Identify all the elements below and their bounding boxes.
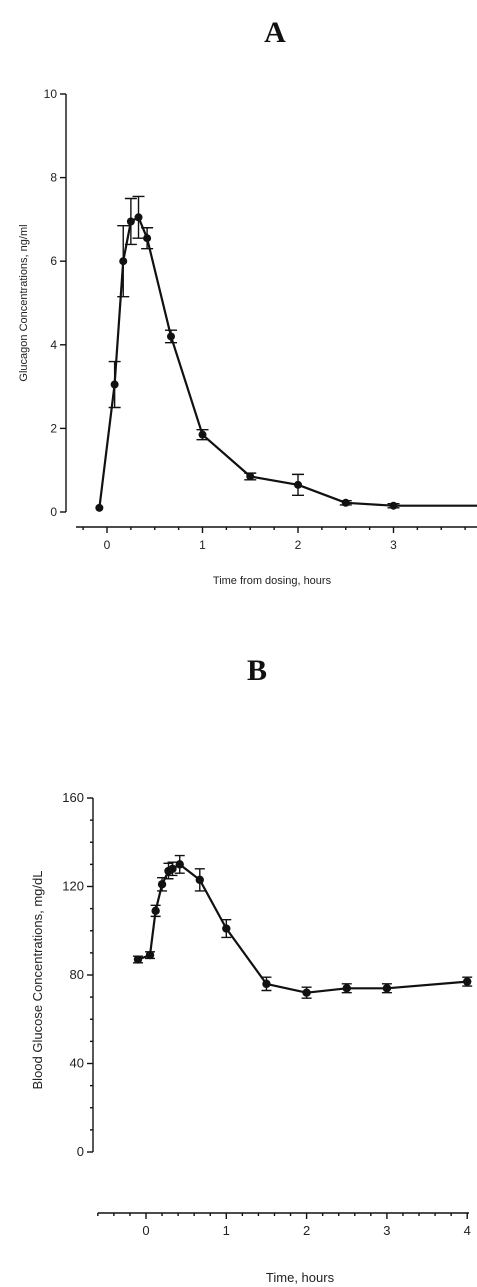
- panel-a-series-line: [98, 216, 477, 508]
- panel-b-data-point: [222, 924, 231, 933]
- panel-b-y-tick-label: 80: [70, 967, 84, 982]
- panel-a-label: A: [264, 16, 286, 49]
- panel-a-x-tick-label: 2: [295, 538, 302, 552]
- panel-a-data-point: [166, 332, 175, 341]
- panel-b-data-point: [302, 988, 311, 997]
- panel-b-data-point: [262, 979, 271, 989]
- panel-b-data-point: [195, 875, 205, 885]
- panel-b-y-tick-label: 40: [70, 1056, 84, 1071]
- panel-b-x-tick-label: 1: [223, 1223, 230, 1238]
- panel-b-x-tick-label: 2: [303, 1223, 310, 1238]
- panel-a-data-point: [119, 257, 128, 266]
- panel-b-data-point: [157, 880, 167, 889]
- panel-b-x-tick-label: 0: [142, 1223, 149, 1238]
- panel-b-y-tick-label: 160: [62, 790, 84, 805]
- panel-a-y-tick-label: 6: [50, 254, 57, 268]
- panel-b-y-tick-label: 120: [62, 879, 84, 894]
- panel-b-data-point: [175, 860, 184, 869]
- panel-b-y-axis-title: Blood Glucose Concentrations, mg/dL: [30, 871, 45, 1090]
- panel-b-data-point: [463, 977, 472, 986]
- panel-a-data-point: [143, 234, 152, 243]
- panel-b-data-point: [145, 950, 155, 960]
- panel-a-y-tick-label: 2: [50, 421, 57, 435]
- panel-a-y-axis-title: Glucagon Concentrations, ng/ml: [18, 224, 30, 381]
- panel-b-data-point: [382, 984, 392, 993]
- panel-a-y-tick-label: 4: [50, 338, 57, 352]
- panel-a-marks: [95, 195, 477, 512]
- panel-b-label: B: [247, 654, 267, 687]
- panel-a-axes: 0 2 4 6 8 10 0 1 2 3: [44, 87, 477, 552]
- panel-a-data-point: [341, 498, 350, 507]
- panel-a-y-tick-label: 10: [44, 87, 58, 101]
- panel-b-data-point: [168, 864, 177, 873]
- panel-a-data-point: [294, 480, 302, 489]
- panel-b-data-point: [151, 906, 160, 916]
- panel-b-x-axis-title: Time, hours: [266, 1270, 335, 1285]
- panel-a-data-point: [389, 501, 398, 510]
- panel-a-data-point: [246, 472, 255, 481]
- panel-a-x-tick-label: 0: [104, 538, 111, 552]
- panel-b-marks: [132, 854, 473, 999]
- panel-a-data-point: [134, 213, 143, 222]
- panel-a-x-tick-label: 3: [390, 538, 397, 552]
- panel-a-y-tick-label: 8: [50, 171, 57, 185]
- panel-b-series-line: [137, 863, 468, 994]
- panel-a-data-point: [110, 380, 119, 389]
- panel-a-data-point: [95, 503, 104, 512]
- panel-b-chart: B Blood Glucose Concentrations, mg/dL Ti…: [30, 654, 473, 1285]
- panel-a-data-point: [198, 430, 207, 439]
- panel-b-data-point: [133, 955, 143, 964]
- panel-b-x-tick-label: 4: [464, 1223, 471, 1238]
- panel-b-axes: 0 40 80 120 160 0 1 2 3 4: [62, 790, 471, 1238]
- panel-a-x-tick-label: 1: [199, 538, 206, 552]
- panel-b-data-point: [342, 984, 351, 993]
- panel-b-y-tick-label: 0: [77, 1144, 84, 1159]
- panel-a-y-tick-label: 0: [50, 505, 57, 519]
- panel-a-data-point: [126, 217, 135, 226]
- panel-a-x-axis-title: Time from dosing, hours: [213, 575, 332, 587]
- panel-a-chart: A Glucagon Concentrations, ng/ml Time fr…: [18, 16, 477, 587]
- panel-b-x-tick-label: 3: [383, 1223, 390, 1238]
